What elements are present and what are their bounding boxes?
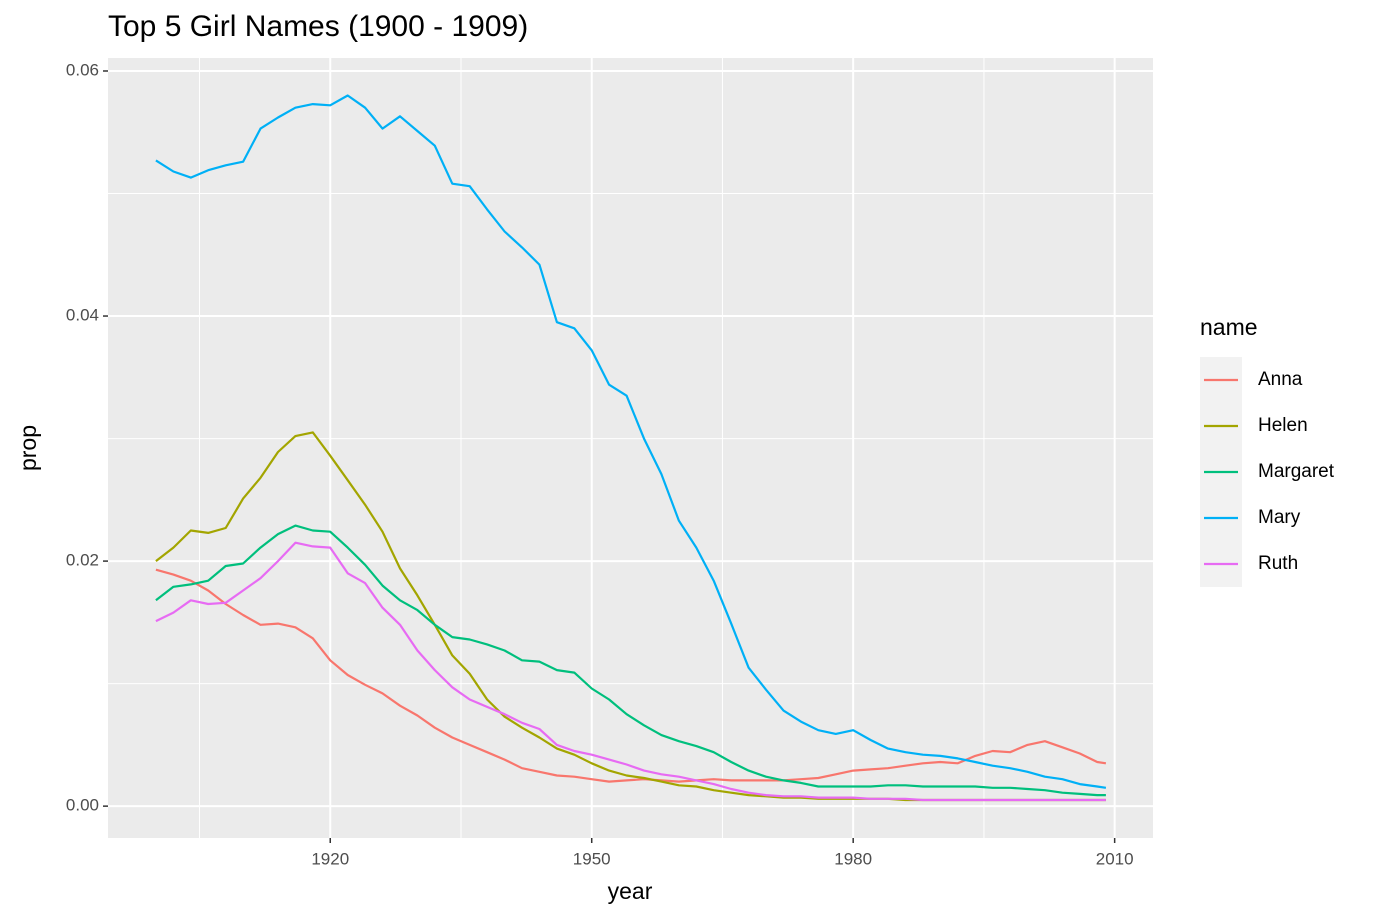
x-tick-label: 2010 — [1096, 849, 1134, 868]
y-tick-label: 0.06 — [66, 60, 99, 79]
series-line — [155, 94, 1107, 789]
x-tick-label: 1980 — [834, 849, 872, 868]
series-line — [155, 568, 1107, 783]
x-tick-label: 1920 — [311, 849, 349, 868]
series-line — [155, 541, 1106, 802]
y-tick-label: 0.02 — [66, 551, 99, 570]
series-line — [155, 524, 1106, 797]
legend-label: Ruth — [1258, 553, 1298, 574]
chart-title: Top 5 Girl Names (1900 - 1909) — [108, 10, 528, 43]
y-tick-label: 0.00 — [66, 796, 99, 815]
plot-panel — [108, 58, 1153, 838]
legend-label: Mary — [1258, 507, 1301, 528]
x-tick-label: 1950 — [573, 849, 611, 868]
y-tick-label: 0.04 — [66, 306, 99, 325]
legend-title: name — [1200, 314, 1258, 340]
y-axis-title: prop — [15, 425, 41, 471]
legend-label: Helen — [1258, 415, 1308, 436]
x-axis-title: year — [608, 878, 653, 904]
legend-label: Margaret — [1258, 461, 1335, 482]
legend-label: Anna — [1258, 369, 1303, 390]
